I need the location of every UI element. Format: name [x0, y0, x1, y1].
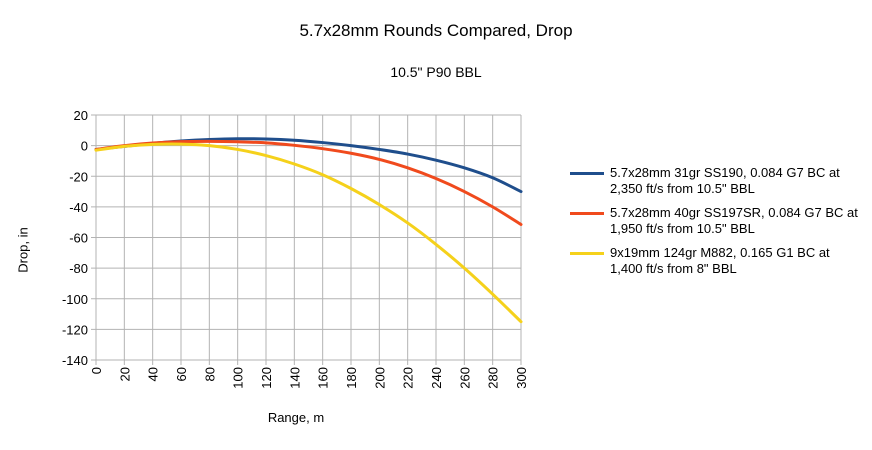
legend-swatch — [570, 252, 604, 255]
x-tick-label: 280 — [486, 367, 501, 389]
x-tick-label: 120 — [259, 367, 274, 389]
x-tick-label: 300 — [514, 367, 529, 389]
legend-item: 5.7x28mm 40gr SS197SR, 0.084 G7 BC at 1,… — [570, 205, 870, 237]
chart-subtitle: 10.5" P90 BBL — [390, 64, 482, 80]
y-tick-label: -120 — [62, 322, 88, 337]
x-tick-label: 140 — [287, 367, 302, 389]
y-tick-label: -100 — [62, 292, 88, 307]
legend-swatch — [570, 172, 604, 175]
x-tick-label: 160 — [316, 367, 331, 389]
x-tick-label: 80 — [202, 367, 217, 381]
y-tick-label: -60 — [69, 231, 88, 246]
x-tick-label: 60 — [174, 367, 189, 381]
y-tick-label: 0 — [81, 139, 88, 154]
y-tick-label: -80 — [69, 261, 88, 276]
legend-item: 5.7x28mm 31gr SS190, 0.084 G7 BC at 2,35… — [570, 165, 870, 197]
x-tick-label: 20 — [117, 367, 132, 381]
x-axis-label: Range, m — [267, 410, 325, 425]
y-tick-label: -20 — [69, 169, 88, 184]
chart-legend: 5.7x28mm 31gr SS190, 0.084 G7 BC at 2,35… — [570, 165, 870, 285]
x-tick-label: 240 — [429, 367, 444, 389]
series-line — [94, 142, 523, 324]
chart-title: 5.7x28mm Rounds Compared, Drop — [299, 21, 573, 40]
y-tick-label: 20 — [74, 108, 88, 123]
x-tick-label: 100 — [231, 367, 246, 389]
x-tick-label: 40 — [146, 367, 161, 381]
y-tick-label: -140 — [62, 353, 88, 368]
legend-swatch — [570, 212, 604, 215]
x-tick-label: 0 — [89, 367, 104, 374]
x-tick-label: 260 — [457, 367, 472, 389]
series-line — [94, 139, 523, 226]
x-tick-label: 220 — [401, 367, 416, 389]
legend-label: 5.7x28mm 31gr SS190, 0.084 G7 BC at 2,35… — [610, 165, 840, 196]
legend-item: 9x19mm 124gr M882, 0.165 G1 BC at 1,400 … — [570, 245, 870, 277]
y-tick-label: -40 — [69, 200, 88, 215]
x-tick-label: 200 — [372, 367, 387, 389]
legend-label: 5.7x28mm 40gr SS197SR, 0.084 G7 BC at 1,… — [610, 205, 858, 236]
legend-label: 9x19mm 124gr M882, 0.165 G1 BC at 1,400 … — [610, 245, 830, 276]
x-tick-label: 180 — [344, 367, 359, 389]
